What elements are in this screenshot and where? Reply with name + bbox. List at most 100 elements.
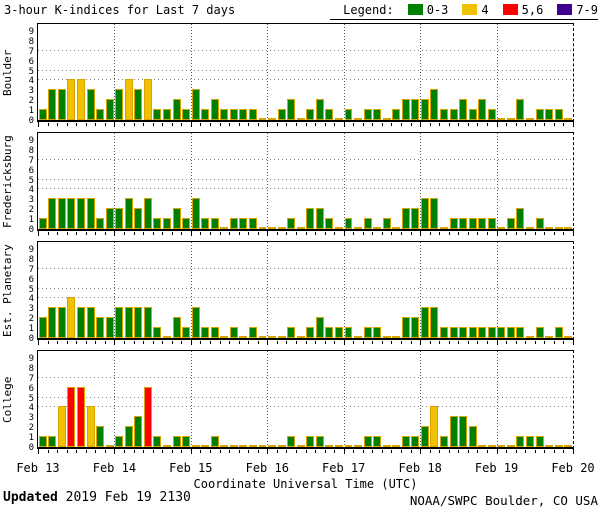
y-tick-label: 7	[28, 46, 34, 57]
day-tick	[496, 449, 498, 454]
k-bar	[516, 208, 525, 229]
y-tick-label: 4	[28, 403, 34, 414]
slot-tick	[467, 341, 469, 344]
day-tick	[114, 231, 116, 236]
slot-tick	[181, 450, 183, 453]
slot-tick	[238, 232, 240, 235]
k-bar	[373, 436, 382, 447]
slot-tick	[200, 450, 202, 453]
slot-tick	[372, 450, 374, 453]
slot-tick	[295, 341, 297, 344]
slot-tick	[76, 341, 78, 344]
k-bar	[382, 336, 391, 338]
slot-tick	[544, 123, 546, 126]
slot-tick	[85, 450, 87, 453]
slot-tick	[334, 232, 336, 235]
day-tick	[573, 231, 574, 236]
slot-tick	[171, 232, 173, 235]
x-tick-label: Feb 18	[398, 461, 442, 475]
y-tick-label: 4	[28, 185, 34, 196]
h-gridline	[38, 79, 573, 81]
slot-tick	[181, 123, 183, 126]
k-bar	[220, 445, 229, 447]
slot-tick	[381, 232, 383, 235]
k-bar	[440, 227, 448, 229]
y-tick-label: 5	[28, 393, 34, 404]
day-gridline	[267, 24, 269, 120]
slot-tick	[295, 123, 297, 126]
k-bar	[96, 218, 105, 229]
slot-tick	[248, 450, 250, 453]
k-bar	[373, 227, 382, 229]
slot-tick	[391, 123, 393, 126]
k-bar	[334, 118, 343, 120]
k-bar	[201, 327, 210, 338]
k-bar	[277, 336, 286, 338]
day-gridline	[420, 133, 422, 229]
k-bar	[67, 198, 76, 229]
slot-tick	[525, 341, 527, 344]
slot-tick	[305, 123, 307, 126]
slot-tick	[439, 232, 441, 235]
y-tick-label: 1	[28, 324, 34, 335]
k-bar	[182, 327, 191, 338]
day-tick	[114, 340, 116, 345]
y-tick-label: 1	[28, 215, 34, 226]
slot-tick	[334, 341, 336, 344]
slot-tick	[248, 341, 250, 344]
slot-tick	[143, 123, 145, 126]
slot-tick	[66, 341, 68, 344]
slot-tick	[372, 232, 374, 235]
k-bar	[344, 327, 353, 338]
k-bar	[459, 218, 468, 229]
slot-tick	[229, 450, 231, 453]
slot-tick	[238, 123, 240, 126]
slot-tick	[458, 232, 460, 235]
k-bar	[248, 218, 257, 229]
k-bar	[363, 218, 372, 229]
k-bar	[449, 218, 458, 229]
k-bar	[77, 79, 85, 120]
slot-tick	[229, 341, 231, 344]
slot-tick	[362, 232, 364, 235]
y-tick-label: 0	[28, 116, 34, 126]
k-bar	[468, 218, 477, 229]
slot-tick	[563, 341, 565, 344]
k-bar	[191, 307, 200, 338]
k-bar	[115, 307, 124, 338]
k-bar	[459, 99, 468, 120]
slot-tick	[515, 123, 517, 126]
k-bar	[554, 227, 563, 229]
k-bar	[57, 89, 66, 120]
k-bar	[487, 109, 496, 120]
slot-tick	[257, 232, 259, 235]
k-bar	[287, 99, 296, 120]
k-bar	[182, 109, 191, 120]
k-bar	[182, 436, 191, 447]
slot-tick	[143, 341, 145, 344]
plot-area	[37, 241, 574, 345]
x-tick-label: Feb 20	[551, 461, 595, 475]
day-gridline	[420, 242, 422, 338]
legend-item: 0-3	[407, 3, 448, 17]
k-bar	[334, 445, 343, 447]
y-tick-label: 5	[28, 175, 34, 186]
slot-tick	[410, 232, 412, 235]
k-bar	[258, 227, 267, 229]
slot-tick	[362, 450, 364, 453]
y-tick-label: 3	[28, 413, 34, 424]
slot-tick	[76, 450, 78, 453]
k-bar	[268, 445, 277, 447]
day-tick	[114, 449, 116, 454]
k-bar	[440, 109, 448, 120]
slot-tick	[477, 123, 479, 126]
day-gridline	[190, 133, 192, 229]
day-gridline	[190, 24, 192, 120]
k-bar	[67, 386, 76, 447]
slot-tick	[295, 450, 297, 453]
k-bar	[210, 436, 219, 447]
slot-tick	[515, 450, 517, 453]
